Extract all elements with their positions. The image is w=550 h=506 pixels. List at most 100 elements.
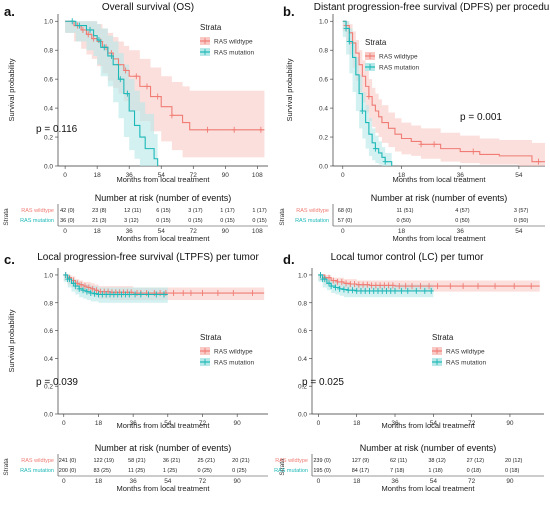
panel-4: d. Local tumor control (LC) per tumor0.00… (274, 252, 544, 493)
x-tick-label: 18 (95, 420, 103, 427)
risk-cell: 11 (25) (128, 468, 145, 474)
legend-title: Strata (200, 333, 222, 342)
x-tick-label: 54 (158, 172, 166, 179)
risk-cell: 1 (17) (220, 208, 235, 214)
risk-table-title: Number at risk (number of events) (360, 443, 497, 453)
x-tick-label: 36 (391, 420, 399, 427)
risk-cell: 0 (50) (455, 218, 470, 224)
risk-cell: 127 (9) (352, 458, 370, 464)
y-tick-label: 0.0 (319, 164, 328, 171)
p-value: p = 0.001 (460, 112, 502, 123)
risk-row-label: RAS wildtype (275, 458, 308, 464)
risk-x-tick-label: 18 (398, 228, 406, 235)
risk-cell: 3 (12) (124, 218, 139, 224)
risk-x-tick-label: 72 (199, 478, 207, 485)
x-ticks: 0 18 36 54 72 90 108 (63, 166, 263, 179)
y-tick-label: 0.6 (44, 328, 53, 335)
risk-x-tick-label: 54 (515, 228, 523, 235)
legend-item-label: RAS mutation (446, 360, 486, 367)
censor-marks-mutation (63, 271, 167, 298)
chart-title: Local tumor control (LC) per tumor (331, 252, 485, 263)
x-tick-label: 90 (506, 420, 514, 427)
risk-x-tick-label: 36 (126, 228, 134, 235)
risk-x-tick-label: 90 (222, 228, 230, 235)
y-tick-label: 0.4 (44, 356, 53, 363)
legend-title: Strata (365, 38, 387, 47)
legend-item-label: RAS wildtype (379, 54, 418, 61)
legend: Strata RAS wildtype RAS mutation (365, 38, 419, 72)
legend-item-label: RAS wildtype (214, 349, 253, 356)
risk-cell: 36 (0) (60, 218, 75, 224)
x-tick-label: 0 (62, 420, 66, 427)
risk-cell: 0 (18) (467, 468, 482, 474)
y-axis-label: Survival probability (7, 309, 16, 372)
legend-title: Strata (432, 333, 454, 342)
x-tick-label: 72 (199, 420, 207, 427)
x-tick-label: 90 (222, 172, 230, 179)
x-tick-label: 18 (353, 420, 361, 427)
risk-cell: 122 (19) (93, 458, 114, 464)
risk-cell: 1 (18) (428, 468, 443, 474)
risk-cell: 0 (25) (197, 468, 212, 474)
risk-x-tick-label: 72 (468, 478, 476, 485)
risk-x-tick-label: 90 (234, 478, 242, 485)
y-tick-label: 0.4 (319, 106, 328, 113)
panel-label: c. (4, 252, 15, 267)
y-ticks: 0.0 0.2 0.4 0.6 0.8 1.0 (44, 19, 58, 171)
p-value: p = 0.039 (36, 377, 78, 388)
censor-marks-wildtype (318, 271, 534, 290)
panel-2: b. Distant progression-free survival (DPF… (279, 2, 550, 243)
risk-strata-label: Strata (3, 208, 10, 226)
risk-cell: 42 (0) (60, 208, 75, 214)
legend-item-label: RAS mutation (214, 50, 254, 57)
risk-x-tick-label: 90 (506, 478, 514, 485)
legend: Strata RAS wildtype RAS mutation (432, 333, 486, 367)
risk-row-label: RAS mutation (20, 468, 54, 474)
x-tick-label: 36 (130, 420, 138, 427)
y-ticks: 0.0 0.2 0.4 0.6 0.8 1.0 (298, 272, 312, 419)
x-tick-label: 54 (430, 420, 438, 427)
risk-x-tick-label: 0 (317, 478, 321, 485)
risk-cell: 20 (21) (232, 458, 250, 464)
x-axis-label: Months from local treatment (382, 421, 476, 430)
x-tick-label: 0 (63, 172, 67, 179)
risk-strata-label: Strata (3, 458, 10, 476)
risk-cell: 0 (15) (252, 218, 267, 224)
x-tick-label: 18 (398, 172, 406, 179)
y-tick-label: 0.6 (319, 77, 328, 84)
risk-cell: 38 (12) (428, 458, 446, 464)
risk-cell: 1 (25) (163, 468, 178, 474)
x-tick-label: 36 (126, 172, 134, 179)
risk-cell: 20 (12) (505, 458, 523, 464)
risk-row-label: RAS wildtype (296, 208, 329, 214)
risk-table: Number at risk (number of events)StrataR… (274, 443, 544, 493)
risk-row-label: RAS mutation (295, 218, 329, 224)
risk-x-axis-label: Months from local treatment (117, 234, 211, 243)
p-value: p = 0.116 (36, 124, 78, 135)
panel-label: a. (4, 4, 15, 19)
risk-table-title: Number at risk (number of events) (95, 443, 232, 453)
x-tick-label: 0 (317, 420, 321, 427)
y-tick-label: 0.2 (298, 384, 307, 391)
x-tick-label: 36 (457, 172, 465, 179)
chart-title: Distant progression-free survival (DPFS)… (314, 2, 550, 13)
risk-x-axis-label: Months from local treatment (382, 484, 476, 493)
risk-cell: 83 (25) (93, 468, 111, 474)
risk-cell: 62 (11) (390, 458, 407, 464)
legend-item-label: RAS wildtype (214, 39, 253, 46)
legend: Strata RAS wildtype RAS mutation (200, 23, 254, 57)
risk-cell: 195 (0) (313, 468, 331, 474)
y-tick-label: 0.6 (44, 77, 53, 84)
y-tick-label: 0.8 (44, 300, 53, 307)
y-tick-label: 1.0 (44, 19, 53, 26)
legend-item-label: RAS mutation (214, 360, 254, 367)
censor-marks-mutation (343, 25, 388, 165)
y-tick-label: 0.8 (298, 300, 307, 307)
risk-cell: 21 (3) (92, 218, 107, 224)
risk-cell: 0 (15) (156, 218, 171, 224)
censor-marks-mutation (318, 271, 434, 294)
